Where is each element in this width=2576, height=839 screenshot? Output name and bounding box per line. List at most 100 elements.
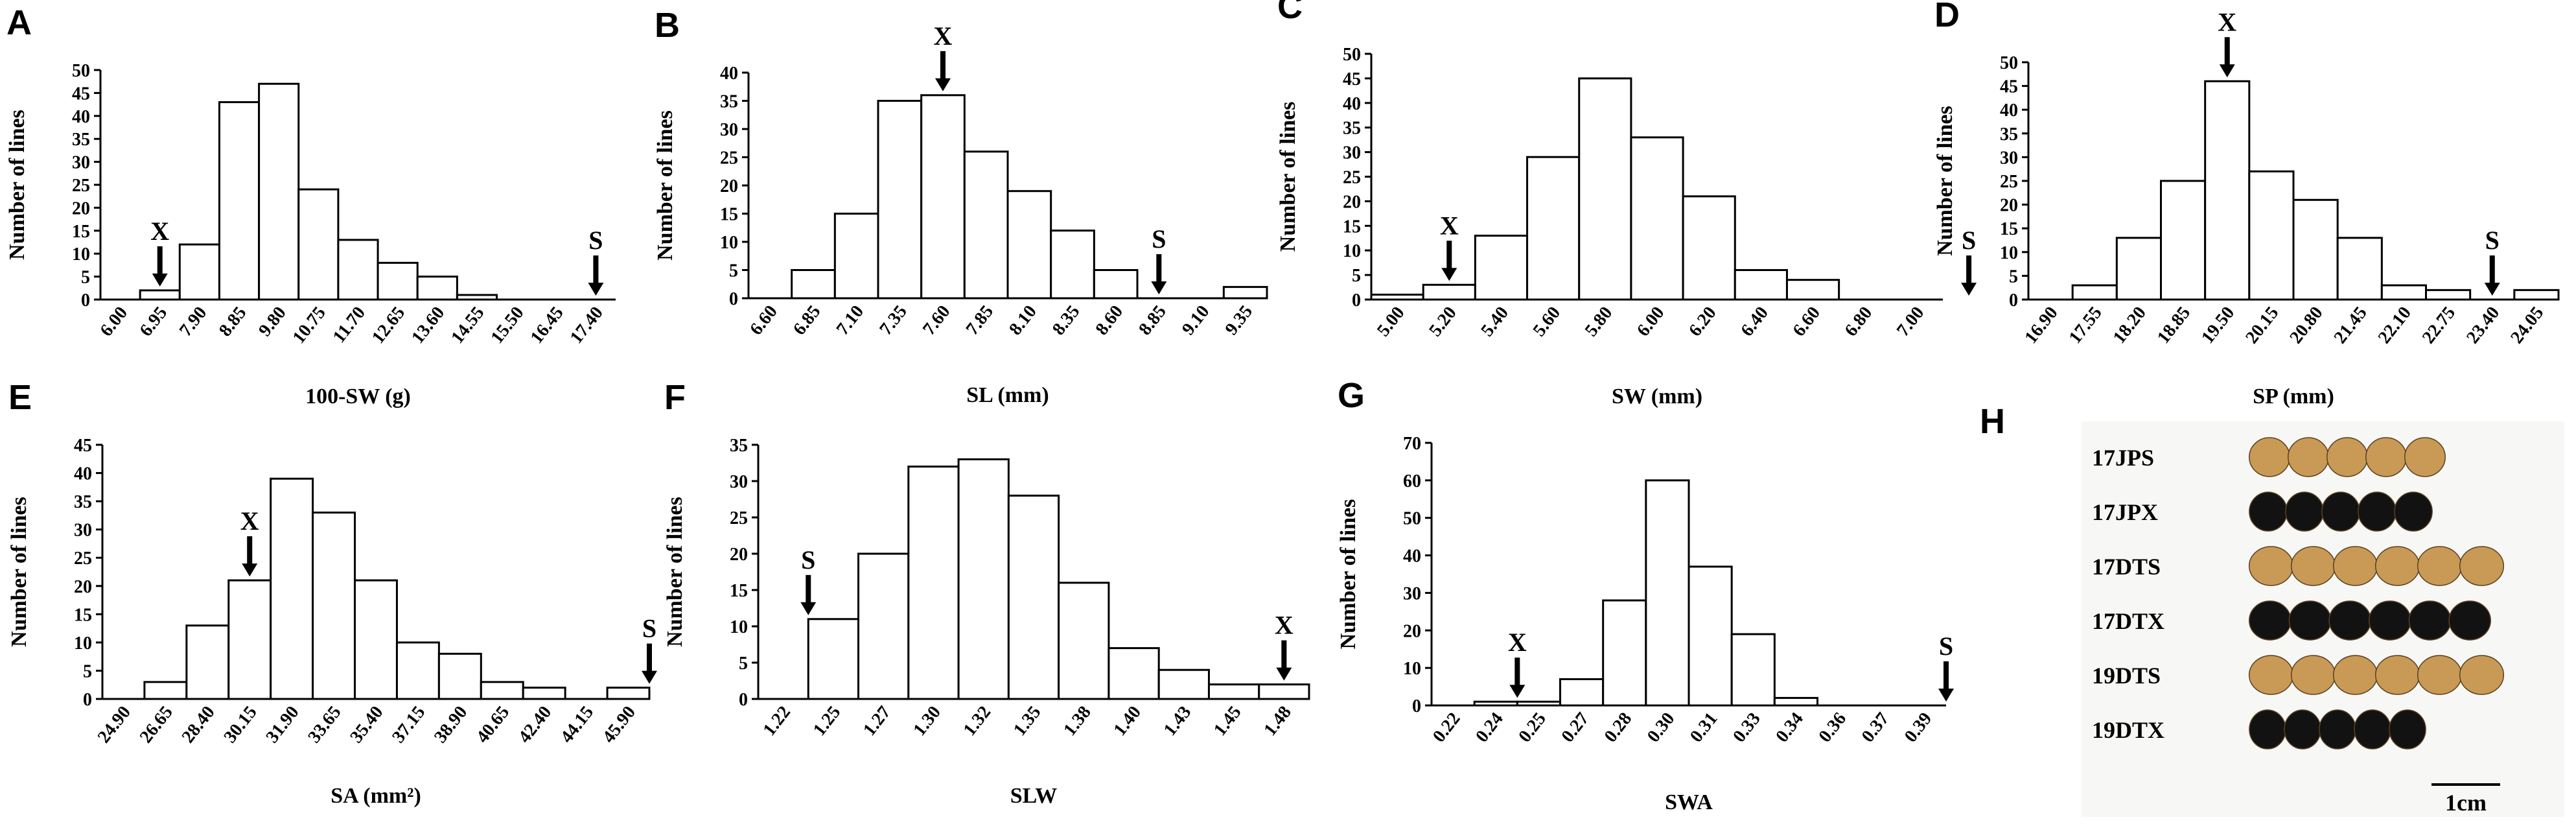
histogram-bar bbox=[1007, 494, 1060, 700]
seed bbox=[2459, 655, 2505, 695]
x-tick-label: 40.65 bbox=[472, 702, 513, 747]
y-tick-label: 10 bbox=[1403, 659, 1421, 679]
x-tick-label: 6.00 bbox=[96, 303, 132, 340]
histogram-bar bbox=[480, 681, 524, 700]
histogram-bar bbox=[2513, 289, 2560, 301]
y-tick-label: 30 bbox=[730, 472, 748, 492]
x-tick-label: 17.55 bbox=[2065, 303, 2106, 348]
panel-letter: C bbox=[1277, 0, 1303, 26]
x-axis-title: SA (mm²) bbox=[331, 784, 421, 808]
marker-arrow bbox=[935, 51, 951, 91]
x-axis-title: SW (mm) bbox=[1612, 384, 1702, 408]
y-axis-title: Number of lines bbox=[1933, 106, 1957, 256]
x-tick-label: 7.35 bbox=[876, 301, 911, 339]
y-tick-label: 50 bbox=[1403, 509, 1421, 529]
panel-letter: H bbox=[1980, 402, 2005, 441]
x-tick-label: 13.60 bbox=[408, 303, 448, 348]
x-axis-title: SP (mm) bbox=[2253, 384, 2334, 408]
y-tick-label: 0 bbox=[2009, 290, 2018, 311]
x-tick-label: 0.22 bbox=[1429, 709, 1465, 746]
x-tick-label: 10.75 bbox=[289, 303, 330, 348]
x-tick-label: 6.85 bbox=[789, 301, 825, 339]
x-tick-label: 31.90 bbox=[262, 702, 303, 747]
marker-arrow bbox=[2219, 37, 2235, 78]
x-tick-label: 24.90 bbox=[94, 702, 135, 747]
x-tick-label: 9.10 bbox=[1178, 301, 1214, 339]
y-tick-label: 35 bbox=[720, 92, 738, 112]
x-tick-label: 16.45 bbox=[527, 303, 568, 348]
x-tick-label: 16.90 bbox=[2021, 303, 2061, 348]
seed bbox=[2332, 655, 2378, 695]
y-tick-label: 30 bbox=[720, 120, 738, 140]
x-tick-label: 7.90 bbox=[176, 303, 211, 340]
seed bbox=[2358, 491, 2396, 532]
y-tick-label: 0 bbox=[729, 289, 738, 309]
histogram-bar bbox=[1559, 678, 1605, 707]
x-tick-label: 1.25 bbox=[809, 702, 845, 740]
y-tick-label: 50 bbox=[2000, 53, 2018, 73]
histogram-bar bbox=[963, 150, 1009, 300]
y-tick-label: 40 bbox=[72, 107, 90, 127]
histogram-bar bbox=[877, 100, 923, 300]
seed bbox=[2284, 709, 2321, 750]
histogram-bar bbox=[1773, 696, 1818, 707]
panel-letter: E bbox=[8, 378, 32, 417]
y-tick-label: 25 bbox=[72, 176, 90, 196]
y-tick-label: 35 bbox=[74, 492, 92, 512]
histogram-bar bbox=[178, 243, 220, 301]
seed bbox=[2249, 437, 2290, 477]
x-tick-label: 38.90 bbox=[430, 702, 471, 747]
y-tick-label: 25 bbox=[730, 508, 748, 528]
y-tick-label: 5 bbox=[1352, 266, 1361, 286]
y-tick-label: 25 bbox=[74, 549, 92, 569]
seed bbox=[2288, 437, 2329, 477]
y-tick-label: 45 bbox=[74, 436, 92, 456]
x-tick-label: 0.37 bbox=[1858, 709, 1894, 746]
x-tick-label: 8.85 bbox=[1135, 301, 1170, 339]
marker-label: S bbox=[1939, 632, 1953, 661]
histogram-bar bbox=[1222, 286, 1268, 300]
y-tick-label: 10 bbox=[1343, 241, 1361, 261]
y-tick-label: 10 bbox=[2000, 243, 2018, 263]
y-tick-label: 15 bbox=[730, 581, 748, 601]
seed-row-label: 17JPX bbox=[2092, 499, 2158, 525]
panel-letter: B bbox=[655, 6, 680, 45]
seed bbox=[2408, 600, 2452, 641]
seed bbox=[2249, 600, 2292, 641]
x-tick-label: 9.35 bbox=[1222, 301, 1257, 339]
marker-arrow bbox=[642, 643, 657, 684]
x-tick-label: 8.85 bbox=[215, 303, 251, 340]
histogram-bar bbox=[1526, 156, 1581, 301]
histogram-bar bbox=[297, 188, 340, 301]
x-tick-label: 44.15 bbox=[557, 702, 598, 747]
histogram-bar bbox=[1688, 565, 1733, 707]
histogram-bar bbox=[833, 213, 879, 300]
x-tick-label: 5.20 bbox=[1425, 303, 1461, 340]
histogram-bar bbox=[1422, 283, 1476, 301]
x-axis-title: 100-SW (g) bbox=[305, 384, 411, 408]
seed-row-label: 17DTS bbox=[2092, 554, 2161, 580]
x-tick-label: 33.65 bbox=[304, 702, 345, 747]
x-tick-label: 8.35 bbox=[1049, 301, 1084, 339]
y-tick-label: 0 bbox=[1352, 290, 1361, 311]
x-tick-label: 21.45 bbox=[2330, 303, 2371, 348]
x-tick-label: 1.45 bbox=[1210, 702, 1246, 740]
histogram-bar bbox=[1006, 190, 1052, 300]
scale-label: 1cm bbox=[2445, 790, 2487, 816]
seed-row: 17JPX bbox=[2092, 491, 2433, 532]
y-tick-label: 45 bbox=[1343, 69, 1361, 89]
marker-arrow bbox=[152, 246, 168, 287]
y-tick-label: 40 bbox=[1343, 94, 1361, 114]
histogram-bar bbox=[312, 512, 356, 700]
y-tick-label: 30 bbox=[1343, 143, 1361, 163]
x-tick-label: 20.15 bbox=[2242, 303, 2282, 348]
histogram-bar bbox=[354, 579, 398, 700]
seed bbox=[2328, 600, 2371, 641]
x-tick-label: 0.33 bbox=[1729, 709, 1765, 746]
x-tick-label: 7.10 bbox=[833, 301, 868, 339]
seed-row: 19DTS bbox=[2092, 655, 2505, 695]
histogram-bar bbox=[606, 687, 651, 700]
marker-arrow bbox=[242, 536, 258, 577]
y-tick-label: 25 bbox=[720, 148, 738, 169]
